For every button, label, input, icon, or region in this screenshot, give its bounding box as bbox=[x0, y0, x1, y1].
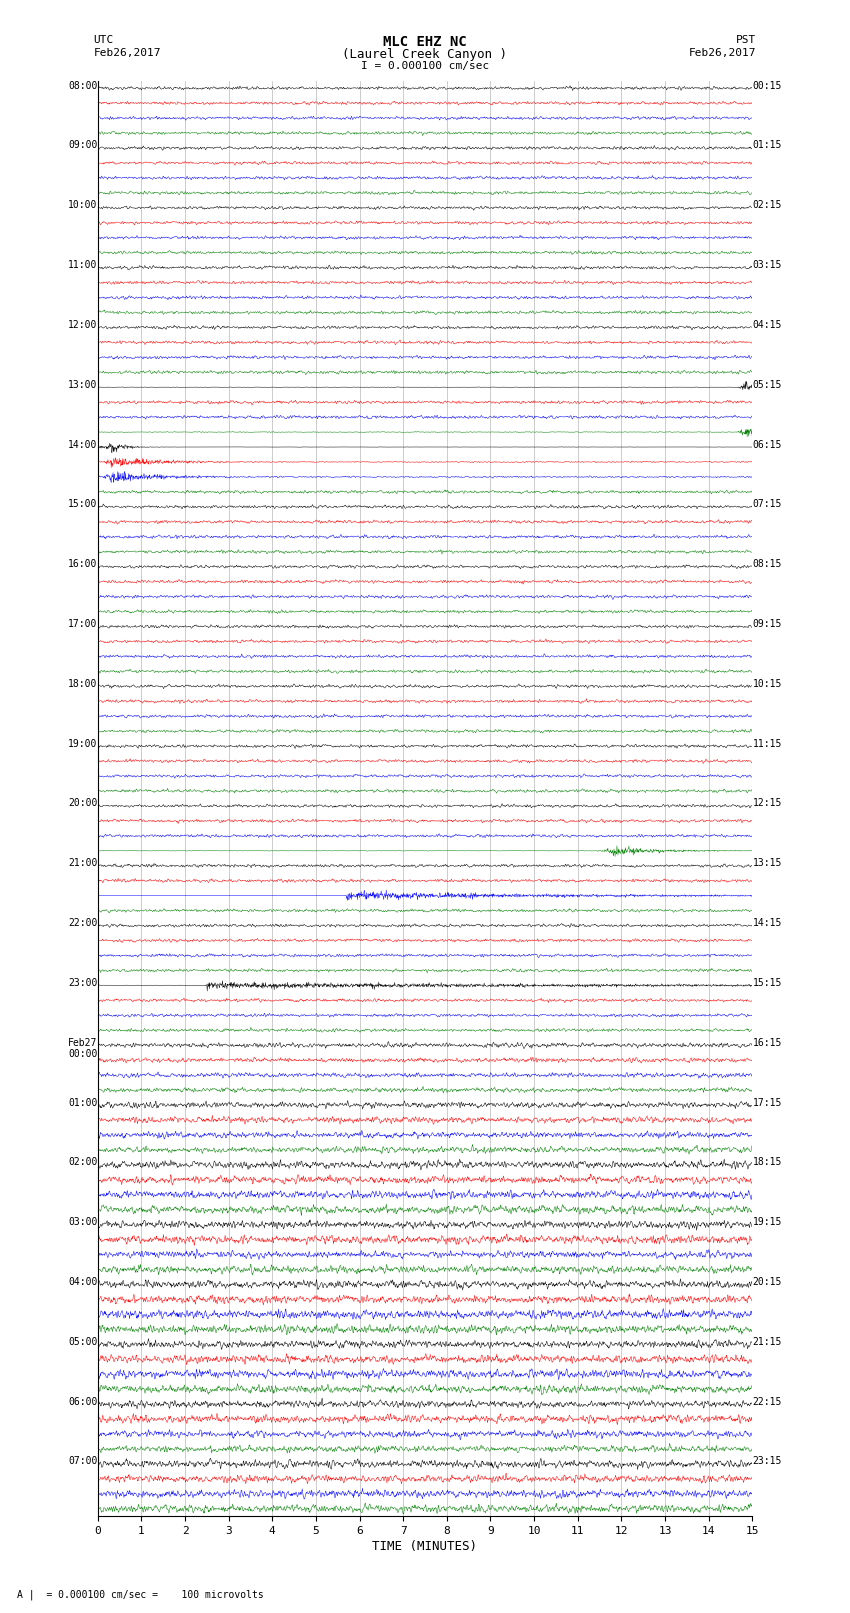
Text: 12:00: 12:00 bbox=[68, 319, 97, 331]
Text: 22:00: 22:00 bbox=[68, 918, 97, 927]
Text: 10:15: 10:15 bbox=[753, 679, 782, 689]
Text: 07:00: 07:00 bbox=[68, 1457, 97, 1466]
Text: 01:15: 01:15 bbox=[753, 140, 782, 150]
Text: PST: PST bbox=[736, 35, 756, 45]
Text: 06:00: 06:00 bbox=[68, 1397, 97, 1407]
Text: (Laurel Creek Canyon ): (Laurel Creek Canyon ) bbox=[343, 48, 507, 61]
Text: A |  = 0.000100 cm/sec =    100 microvolts: A | = 0.000100 cm/sec = 100 microvolts bbox=[17, 1589, 264, 1600]
Text: Feb26,2017: Feb26,2017 bbox=[94, 48, 161, 58]
Text: 19:00: 19:00 bbox=[68, 739, 97, 748]
Text: 19:15: 19:15 bbox=[753, 1218, 782, 1227]
Text: Feb27
00:00: Feb27 00:00 bbox=[68, 1037, 97, 1060]
Text: 05:00: 05:00 bbox=[68, 1337, 97, 1347]
Text: 18:00: 18:00 bbox=[68, 679, 97, 689]
Text: 02:15: 02:15 bbox=[753, 200, 782, 210]
Text: 22:15: 22:15 bbox=[753, 1397, 782, 1407]
Text: 05:15: 05:15 bbox=[753, 379, 782, 390]
Text: UTC: UTC bbox=[94, 35, 114, 45]
Text: 07:15: 07:15 bbox=[753, 500, 782, 510]
Text: 08:00: 08:00 bbox=[68, 81, 97, 90]
X-axis label: TIME (MINUTES): TIME (MINUTES) bbox=[372, 1540, 478, 1553]
Text: 20:15: 20:15 bbox=[753, 1277, 782, 1287]
Text: I = 0.000100 cm/sec: I = 0.000100 cm/sec bbox=[361, 61, 489, 71]
Text: MLC EHZ NC: MLC EHZ NC bbox=[383, 35, 467, 50]
Text: 09:00: 09:00 bbox=[68, 140, 97, 150]
Text: 09:15: 09:15 bbox=[753, 619, 782, 629]
Text: 06:15: 06:15 bbox=[753, 440, 782, 450]
Text: 14:15: 14:15 bbox=[753, 918, 782, 927]
Text: 17:00: 17:00 bbox=[68, 619, 97, 629]
Text: 23:00: 23:00 bbox=[68, 977, 97, 987]
Text: 04:15: 04:15 bbox=[753, 319, 782, 331]
Text: 14:00: 14:00 bbox=[68, 440, 97, 450]
Text: 13:00: 13:00 bbox=[68, 379, 97, 390]
Text: 03:00: 03:00 bbox=[68, 1218, 97, 1227]
Text: 16:00: 16:00 bbox=[68, 560, 97, 569]
Text: 15:00: 15:00 bbox=[68, 500, 97, 510]
Text: 16:15: 16:15 bbox=[753, 1037, 782, 1048]
Text: 13:15: 13:15 bbox=[753, 858, 782, 868]
Text: 17:15: 17:15 bbox=[753, 1097, 782, 1108]
Text: 15:15: 15:15 bbox=[753, 977, 782, 987]
Text: Feb26,2017: Feb26,2017 bbox=[689, 48, 756, 58]
Text: 10:00: 10:00 bbox=[68, 200, 97, 210]
Text: 11:15: 11:15 bbox=[753, 739, 782, 748]
Text: 00:15: 00:15 bbox=[753, 81, 782, 90]
Text: 23:15: 23:15 bbox=[753, 1457, 782, 1466]
Text: 21:15: 21:15 bbox=[753, 1337, 782, 1347]
Text: 18:15: 18:15 bbox=[753, 1158, 782, 1168]
Text: 04:00: 04:00 bbox=[68, 1277, 97, 1287]
Text: 08:15: 08:15 bbox=[753, 560, 782, 569]
Text: 21:00: 21:00 bbox=[68, 858, 97, 868]
Text: 20:00: 20:00 bbox=[68, 798, 97, 808]
Text: 03:15: 03:15 bbox=[753, 260, 782, 269]
Text: 11:00: 11:00 bbox=[68, 260, 97, 269]
Text: 02:00: 02:00 bbox=[68, 1158, 97, 1168]
Text: 12:15: 12:15 bbox=[753, 798, 782, 808]
Text: 01:00: 01:00 bbox=[68, 1097, 97, 1108]
